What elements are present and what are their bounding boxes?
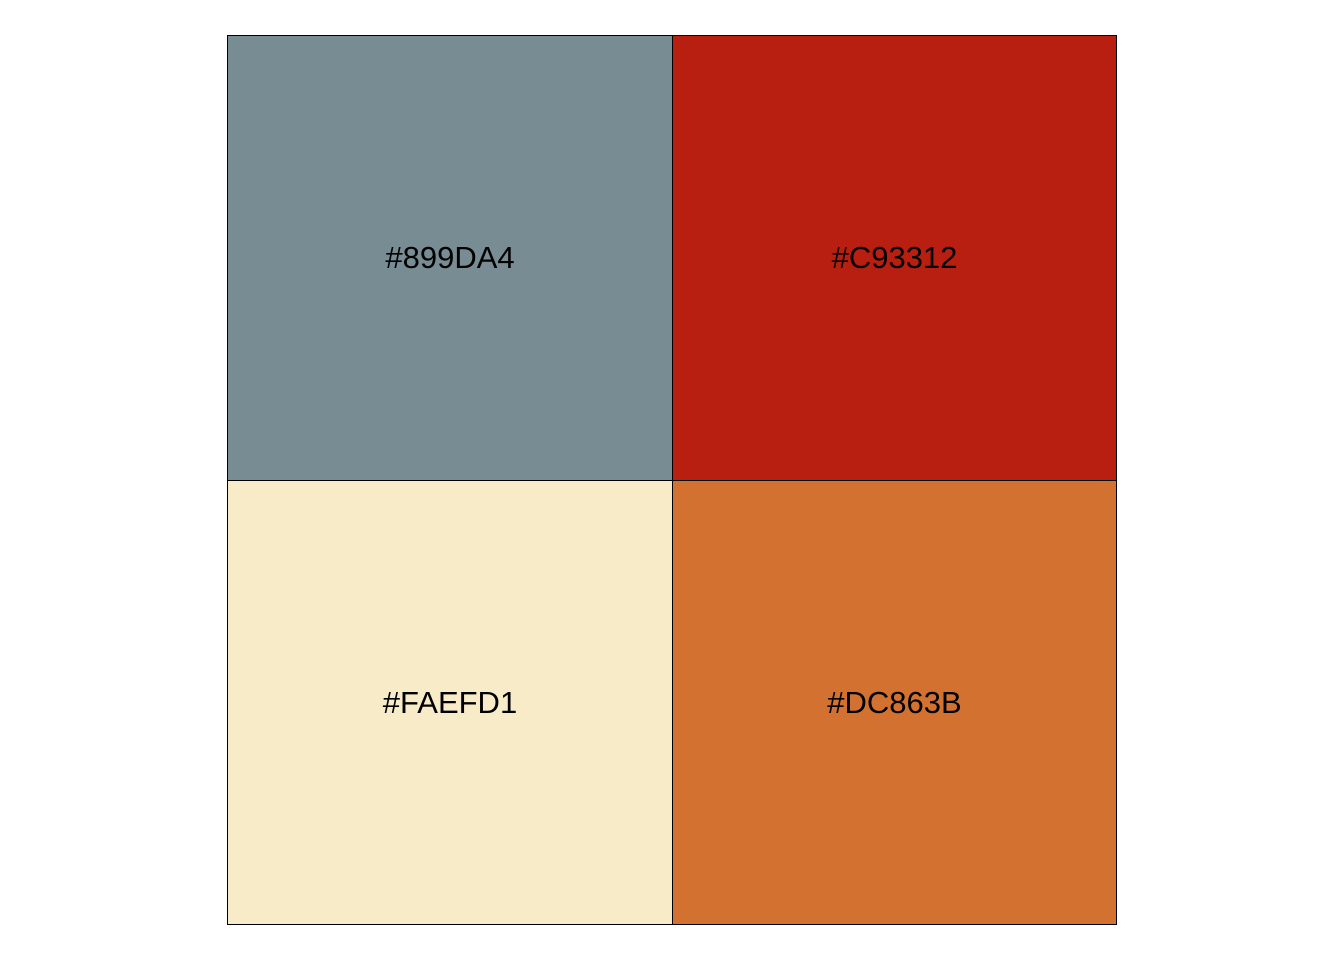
swatch-hex-label: #FAEFD1: [382, 684, 518, 720]
color-palette-grid: #899DA4 #C93312 #FAEFD1 #DC863B: [227, 35, 1117, 925]
swatch-hex-label: #DC863B: [827, 684, 962, 720]
color-swatch: #FAEFD1: [228, 480, 672, 924]
color-swatch: #C93312: [672, 36, 1116, 480]
color-swatch: #DC863B: [672, 480, 1116, 924]
swatch-hex-label: #899DA4: [385, 240, 515, 275]
color-swatch: #899DA4: [228, 36, 672, 480]
swatch-hex-label: #C93312: [831, 240, 958, 275]
